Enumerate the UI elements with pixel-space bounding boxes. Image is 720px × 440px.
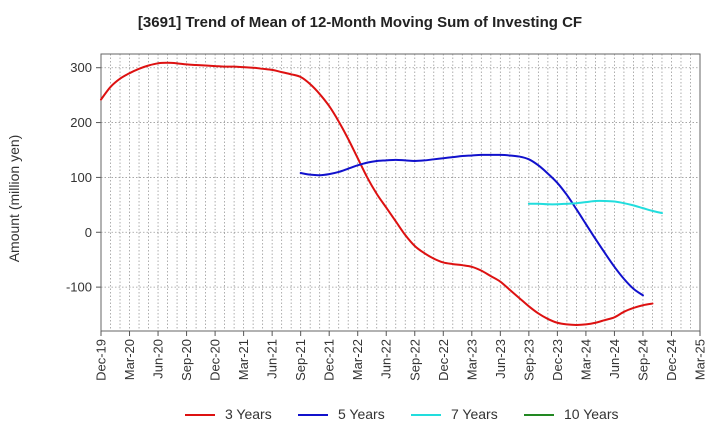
y-tick-label: 0 [85,225,92,240]
grid-layer [101,54,700,331]
x-tick-label: Mar-24 [578,339,593,380]
series-layer [100,61,663,326]
legend: 3 Years 5 Years 7 Years 10 Years [0,405,720,425]
chart-title: [3691] Trend of Mean of 12-Month Moving … [137,14,583,31]
legend-label: 7 Years [451,406,498,422]
legend-swatch [185,414,215,416]
legend-label: 10 Years [564,406,619,422]
legend-swatch [411,414,441,416]
x-tick-label: Dec-20 [208,339,223,381]
x-tick-label: Sep-24 [635,339,650,381]
x-tick-label: Jun-20 [151,339,166,379]
y-tick-label: 200 [70,115,92,130]
x-tick-label: Dec-19 [94,339,109,381]
series-line-5-years [299,153,644,297]
legend-swatch [298,414,328,416]
series-line-7-years [527,199,663,215]
x-tick-label: Sep-23 [521,339,536,381]
legend-label: 5 Years [338,406,385,422]
x-tick-label: Jun-23 [493,339,508,379]
legend-label: 3 Years [225,406,272,422]
x-tick-label: Jun-24 [607,339,622,379]
x-tick-label: Dec-21 [322,339,337,381]
y-tick-label: -100 [66,280,92,295]
y-tick-label: 300 [70,60,92,75]
axis-layer [96,53,701,336]
y-tick-label: 100 [70,170,92,185]
x-tick-label: Sep-20 [179,339,194,381]
y-axis-title: Amount (million yen) [6,135,22,263]
x-tick-label: Jun-22 [379,339,394,379]
x-tick-label: Mar-20 [122,339,137,380]
x-tick-label: Mar-21 [236,339,251,380]
x-tick-label: Mar-25 [693,339,708,380]
label-layer: 300 200 100 0 -100 Dec-19 Mar-20 Jun-20 Sep-20 De… [6,60,708,381]
x-tick-label: Jun-21 [265,339,280,379]
series-line-3-years [100,61,654,326]
x-tick-label: Mar-23 [464,339,479,380]
x-tick-label: Mar-22 [350,339,365,380]
legend-swatch [524,414,554,416]
x-tick-label: Dec-23 [550,339,565,381]
x-tick-label: Dec-22 [436,339,451,381]
plot-frame [100,53,701,332]
x-tick-label: Sep-21 [293,339,308,381]
x-tick-label: Dec-24 [664,339,679,381]
x-tick-label: Sep-22 [407,339,422,381]
